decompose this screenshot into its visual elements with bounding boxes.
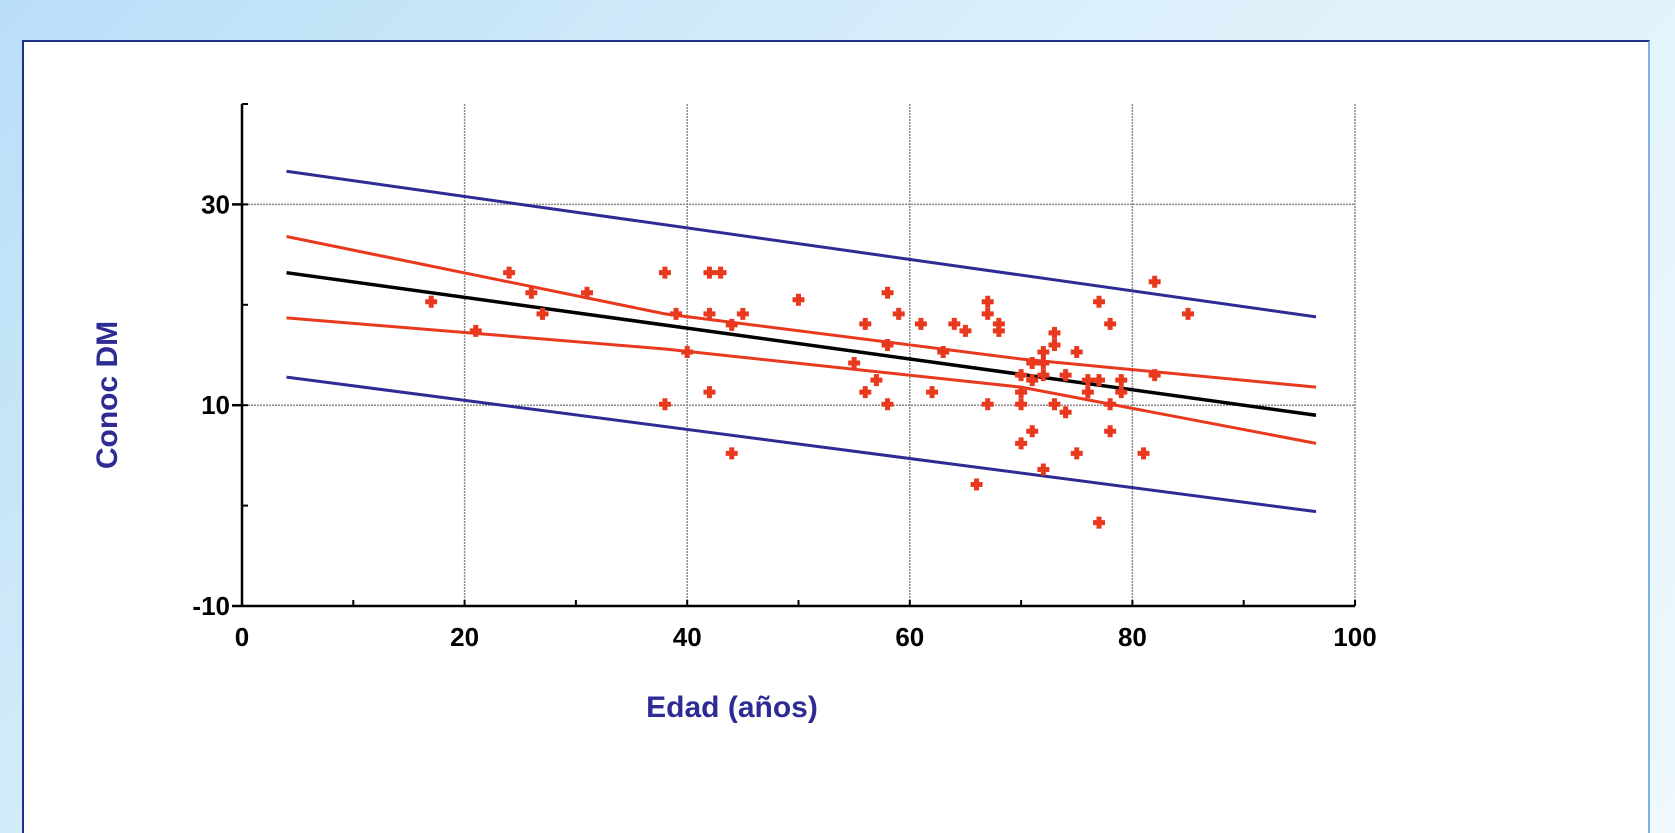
data-point [1104, 398, 1117, 411]
data-point [881, 338, 894, 351]
data-point [981, 307, 994, 320]
data-point [1137, 447, 1150, 460]
regression-scatter-chart: 0 20 40 60 80 100 -10 10 30 Edad (años) Conoc DM [91, 103, 1377, 724]
data-point [926, 386, 939, 399]
data-point [1048, 338, 1061, 351]
data-point [1026, 357, 1039, 370]
regression-lines [286, 169, 1317, 514]
line-prediction-lower [286, 375, 1317, 514]
y-axis-title: Conoc DM [91, 321, 124, 469]
data-point [525, 286, 538, 299]
x-axis-title: Edad (años) [646, 691, 818, 724]
data-point [1048, 326, 1061, 339]
y-tick-label: 30 [201, 189, 230, 219]
data-point [725, 447, 738, 460]
data-point [948, 317, 961, 330]
data-point [970, 478, 983, 491]
data-point [1037, 345, 1050, 358]
data-point [1182, 307, 1195, 320]
data-point [892, 307, 905, 320]
data-point [1048, 398, 1061, 411]
data-point [503, 266, 516, 279]
chart-panel: 0 20 40 60 80 100 -10 10 30 Edad (años) Conoc DM [22, 40, 1650, 833]
data-point [714, 266, 727, 279]
y-tick-label: -10 [192, 591, 230, 621]
data-point [681, 345, 694, 358]
data-point [658, 266, 671, 279]
x-tick-label: 60 [895, 622, 924, 652]
data-point [992, 324, 1005, 337]
data-point [670, 307, 683, 320]
data-point [1026, 374, 1039, 387]
data-point [870, 374, 883, 387]
data-point [1037, 369, 1050, 382]
data-point [1059, 369, 1072, 382]
data-point [1037, 463, 1050, 476]
data-point [1148, 369, 1161, 382]
data-point [1015, 369, 1028, 382]
data-point [881, 398, 894, 411]
tick-labels: 0 20 40 60 80 100 -10 10 30 [192, 189, 1376, 652]
data-point [1081, 386, 1094, 399]
x-tick-label: 80 [1118, 622, 1147, 652]
x-tick-label: 100 [1333, 622, 1376, 652]
data-point [1015, 437, 1028, 450]
data-point [937, 345, 950, 358]
data-point [1015, 386, 1028, 399]
x-tick-label: 20 [450, 622, 479, 652]
data-point [425, 295, 438, 308]
data-point [981, 295, 994, 308]
grid [242, 104, 1356, 606]
data-points [425, 266, 1195, 529]
y-tick-label: 10 [201, 390, 230, 420]
data-point [859, 386, 872, 399]
data-point [1093, 374, 1106, 387]
data-point [703, 386, 716, 399]
data-point [1104, 425, 1117, 438]
x-tick-label: 40 [673, 622, 702, 652]
data-point [703, 266, 716, 279]
data-point [1026, 425, 1039, 438]
data-point [1059, 406, 1072, 419]
data-point [536, 307, 549, 320]
data-point [848, 357, 861, 370]
data-point [881, 286, 894, 299]
data-point [1015, 398, 1028, 411]
data-point [992, 317, 1005, 330]
data-point [1081, 374, 1094, 387]
data-point [1115, 386, 1128, 399]
line-confidence-lower [286, 316, 1317, 445]
data-point [859, 317, 872, 330]
data-point [1115, 374, 1128, 387]
data-point [1070, 345, 1083, 358]
data-point [736, 307, 749, 320]
data-point [981, 398, 994, 411]
data-point [1093, 295, 1106, 308]
data-point [792, 293, 805, 306]
data-point [1104, 317, 1117, 330]
line-fit [286, 270, 1317, 417]
data-point [725, 318, 738, 331]
x-tick-label: 0 [235, 622, 249, 652]
data-point [703, 307, 716, 320]
data-point [914, 317, 927, 330]
data-point [469, 324, 482, 337]
line-confidence-upper [286, 235, 1317, 389]
data-point [581, 286, 594, 299]
data-point [658, 398, 671, 411]
axes [232, 103, 1356, 608]
data-point [1037, 357, 1050, 370]
data-point [1093, 516, 1106, 529]
line-prediction-upper [286, 169, 1317, 319]
data-point [1070, 447, 1083, 460]
data-point [959, 324, 972, 337]
data-point [1148, 275, 1161, 288]
